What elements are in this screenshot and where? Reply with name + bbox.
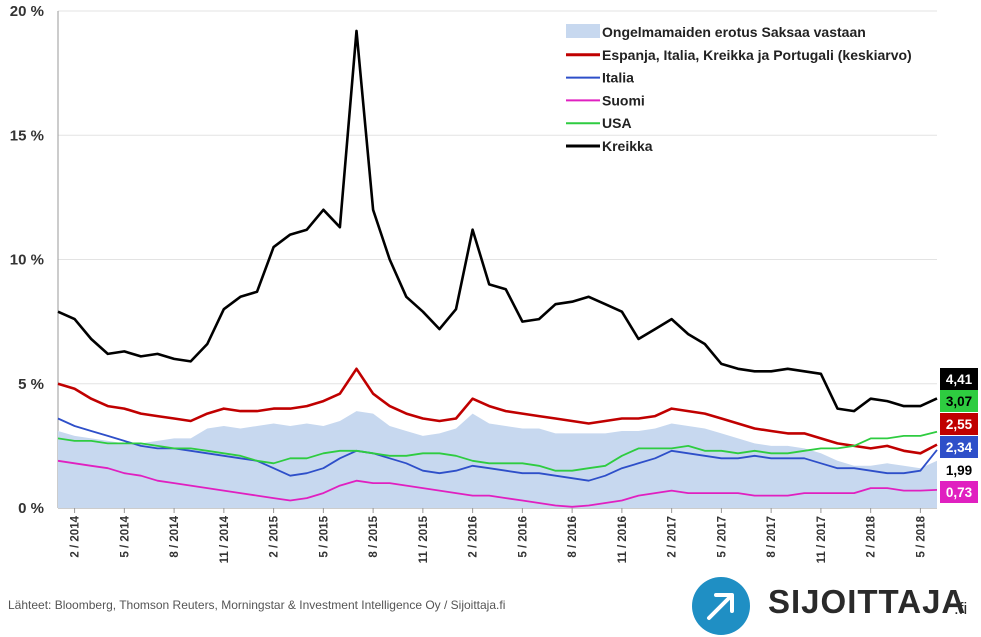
series-espanja-italia-kreikka-ja-portugali-keskiarvo-line	[57, 367, 938, 455]
x-tick-label: 2 / 2018	[866, 515, 878, 557]
end-label-box-usa	[940, 390, 978, 412]
x-tick-label: 2 / 2014	[70, 515, 82, 557]
series-italia-line	[57, 417, 938, 482]
end-label-suomi: 0,73	[946, 485, 973, 500]
legend: Ongelmamaiden erotus Saksaa vastaan Espan…	[566, 24, 912, 154]
x-tick-label: 5 / 2016	[517, 516, 529, 558]
x-tick-label: 2 / 2015	[269, 515, 281, 557]
x-tick-label: 2 / 2016	[468, 516, 480, 558]
brand-name: SIJOITTAJA	[768, 583, 967, 620]
legend-label-usa: USA	[602, 115, 632, 131]
y-tick-label: 20 %	[10, 3, 44, 20]
x-tick-label: 5 / 2014	[119, 515, 131, 557]
series-suomi-line	[57, 459, 938, 508]
plot-area	[57, 29, 938, 508]
x-tick-label: 11 / 2016	[617, 516, 629, 563]
source-note: Lähteet: Bloomberg, Thomson Reuters, Mor…	[8, 598, 506, 612]
x-axis: 2 / 2014 5 / 2014 8 / 2014 11 / 2014 2 / 201…	[70, 508, 927, 563]
series-usa-line	[57, 430, 938, 472]
end-label-box-ongelmamaiden-erotus-saksaa-vastaan	[940, 459, 978, 481]
y-tick-label: 10 %	[10, 252, 44, 269]
x-tick-label: 5 / 2018	[915, 515, 927, 557]
legend-label-ongelmamaiden-erotus-saksaa-vastaan: Ongelmamaiden erotus Saksaa vastaan	[602, 24, 866, 40]
brand-logo: SIJOITTAJA .fi	[692, 577, 977, 635]
x-tick-label: 8 / 2017	[766, 516, 778, 558]
y-tick-label: 0 %	[18, 500, 44, 517]
x-tick-label: 5 / 2015	[318, 515, 330, 557]
x-tick-label: 8 / 2014	[169, 515, 181, 557]
x-tick-label: 8 / 2015	[368, 515, 380, 557]
x-tick-label: 8 / 2016	[567, 516, 579, 558]
x-tick-label: 11 / 2017	[816, 516, 828, 563]
end-label-ongelmamaiden-erotus-saksaa-vastaan: 1,99	[946, 463, 972, 478]
brand-tld: .fi	[954, 599, 968, 618]
legend-label-kreikka: Kreikka	[602, 138, 653, 154]
y-axis: 0 % 5 % 10 % 15 % 20 %	[10, 3, 44, 517]
end-label-kreikka: 4,41	[946, 372, 973, 387]
spread-chart: 0 % 5 % 10 % 15 % 20 % 2 / 2014 5 / 2014 8 / 2…	[10, 3, 978, 563]
end-label-espanja-italia-kreikka-ja-portugali-keskiarvo: 2,55	[946, 417, 973, 432]
x-tick-label: 11 / 2015	[418, 515, 430, 563]
series-ongelmamaiden-erotus-saksaa-vastaan-area	[58, 411, 937, 508]
end-value-labels: 4,41 3,07 2,55 2,34 1,99 0,73	[940, 368, 978, 503]
end-label-box-suomi	[940, 481, 978, 503]
end-label-box-kreikka	[940, 368, 978, 390]
legend-label-suomi: Suomi	[602, 92, 645, 108]
y-tick-label: 5 %	[18, 376, 44, 393]
y-tick-label: 15 %	[10, 127, 44, 144]
end-label-usa: 3,07	[946, 394, 972, 409]
legend-label-espanja-italia-kreikka-ja-portugali-keskiarvo: Espanja, Italia, Kreikka ja Portugali (k…	[602, 47, 912, 63]
series-kreikka-line	[57, 29, 938, 413]
x-tick-label: 11 / 2014	[219, 515, 231, 563]
end-label-box-italia	[940, 436, 978, 458]
legend-swatch-ongelmamaiden-erotus-saksaa-vastaan	[566, 24, 600, 38]
x-tick-label: 2 / 2017	[667, 516, 679, 558]
arrow-up-right-icon	[692, 577, 750, 635]
x-tick-label: 5 / 2017	[716, 516, 728, 558]
legend-label-italia: Italia	[602, 70, 634, 86]
end-label-italia: 2,34	[946, 440, 973, 455]
end-label-box-espanja-italia-kreikka-ja-portugali-keskiarvo	[940, 413, 978, 435]
